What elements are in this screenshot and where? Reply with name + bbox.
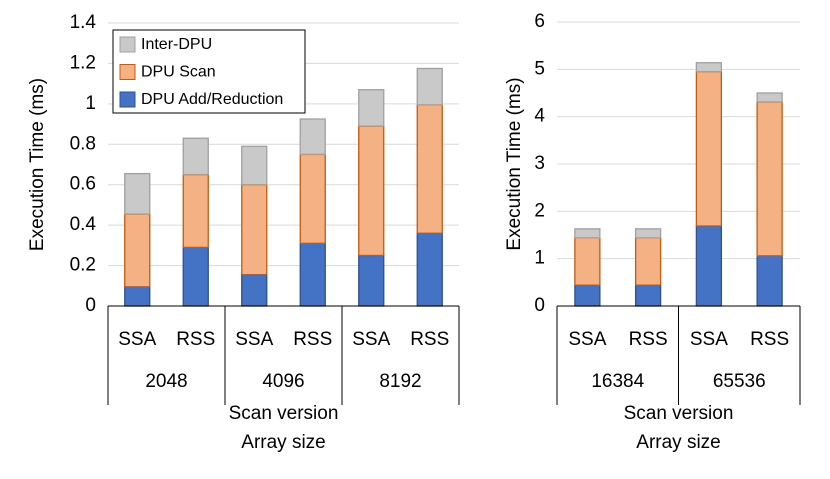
y-tick-label: 1.4 xyxy=(70,12,97,33)
bar-segment xyxy=(574,237,601,286)
bar-segment xyxy=(299,118,326,156)
bar-segment xyxy=(358,125,385,257)
bar-segment xyxy=(124,286,151,307)
bar-segment xyxy=(182,246,209,307)
y-axis-label: Execution Time (ms) xyxy=(504,77,525,250)
y-tick-label: 2 xyxy=(534,200,545,221)
group-label: 8192 xyxy=(379,371,421,392)
legend-label: DPU Add/Reduction xyxy=(141,91,283,108)
bar-segment xyxy=(182,137,209,176)
bar-segment xyxy=(358,254,385,307)
chart: 0 0.2 0.4 0.6 0.8 1 1.2 1.4 Execution Time (ms) S… xyxy=(27,12,460,453)
x-tick-label: RSS xyxy=(410,329,449,350)
bar-segment xyxy=(416,67,443,106)
bar-segment xyxy=(299,153,326,244)
bar-segment xyxy=(695,71,723,227)
bar-segment xyxy=(182,173,209,249)
y-tick-label: 5 xyxy=(534,58,545,79)
legend-box xyxy=(112,29,306,114)
y-tick-label: 1 xyxy=(534,248,545,269)
legend-label: Inter-DPU xyxy=(141,36,212,53)
y-tick-label: 0.6 xyxy=(70,174,96,195)
bar-segment xyxy=(574,228,601,239)
legend-swatch xyxy=(119,36,136,53)
bar-segment xyxy=(416,232,443,307)
x-axis-label-2: Array size xyxy=(636,432,720,453)
legend-label: DPU Scan xyxy=(141,64,216,81)
bar-segment xyxy=(241,184,268,276)
x-tick-label: RSS xyxy=(293,329,332,350)
y-tick-label: 1.2 xyxy=(70,52,96,73)
x-axis-label-2: Array size xyxy=(241,432,325,453)
bar-segment xyxy=(358,89,385,127)
group-label: 65536 xyxy=(713,371,766,392)
chart: 0 1 2 3 4 5 6 Execution Time (ms) SSA RSS SSA RSS 16… xyxy=(504,11,801,453)
y-tick-label: 0 xyxy=(534,295,545,316)
y-axis-label: Execution Time (ms) xyxy=(27,78,48,251)
x-tick-label: SSA xyxy=(568,329,606,350)
x-tick-label: SSA xyxy=(352,329,390,350)
x-tick-label: SSA xyxy=(118,329,156,350)
x-axis-label: Scan version xyxy=(229,403,339,424)
bar-segment xyxy=(124,172,151,215)
y-tick-label: 0.4 xyxy=(70,214,97,235)
y-tick-label: 6 xyxy=(534,11,545,32)
legend-swatch xyxy=(119,64,136,80)
bar-segment xyxy=(756,92,783,103)
x-tick-label: SSA xyxy=(235,329,273,350)
bar-segment xyxy=(416,104,443,234)
y-tick-label: 0.2 xyxy=(70,255,96,276)
bar-segment xyxy=(574,284,601,307)
bar-segment xyxy=(756,255,783,307)
group-label: 2048 xyxy=(145,371,187,392)
bar-segment xyxy=(634,237,662,286)
y-tick-label: 4 xyxy=(534,106,545,127)
bar-segment xyxy=(124,213,151,288)
bar-segment xyxy=(695,62,723,73)
bar-segment xyxy=(695,225,723,307)
legend: Inter-DPU DPU Scan DPU Add/Reduction xyxy=(112,29,306,114)
bar-segment xyxy=(634,228,662,239)
bar-segment xyxy=(756,101,783,257)
y-tick-label: 3 xyxy=(534,153,545,174)
bar-segment xyxy=(241,145,268,186)
y-tick-label: 0 xyxy=(85,295,96,316)
x-tick-label: RSS xyxy=(750,329,789,350)
y-tick-label: 1 xyxy=(85,93,96,114)
group-label: 4096 xyxy=(262,371,304,392)
x-axis-label: Scan version xyxy=(624,403,734,424)
bar-segment xyxy=(634,284,662,307)
x-tick-label: SSA xyxy=(690,329,728,350)
y-tick-label: 0.8 xyxy=(70,133,96,154)
legend-swatch xyxy=(119,91,136,108)
x-tick-label: RSS xyxy=(629,329,668,350)
x-tick-label: RSS xyxy=(176,329,215,350)
group-label: 16384 xyxy=(591,371,644,392)
bar-segment xyxy=(299,242,326,307)
bar-segment xyxy=(241,274,268,307)
